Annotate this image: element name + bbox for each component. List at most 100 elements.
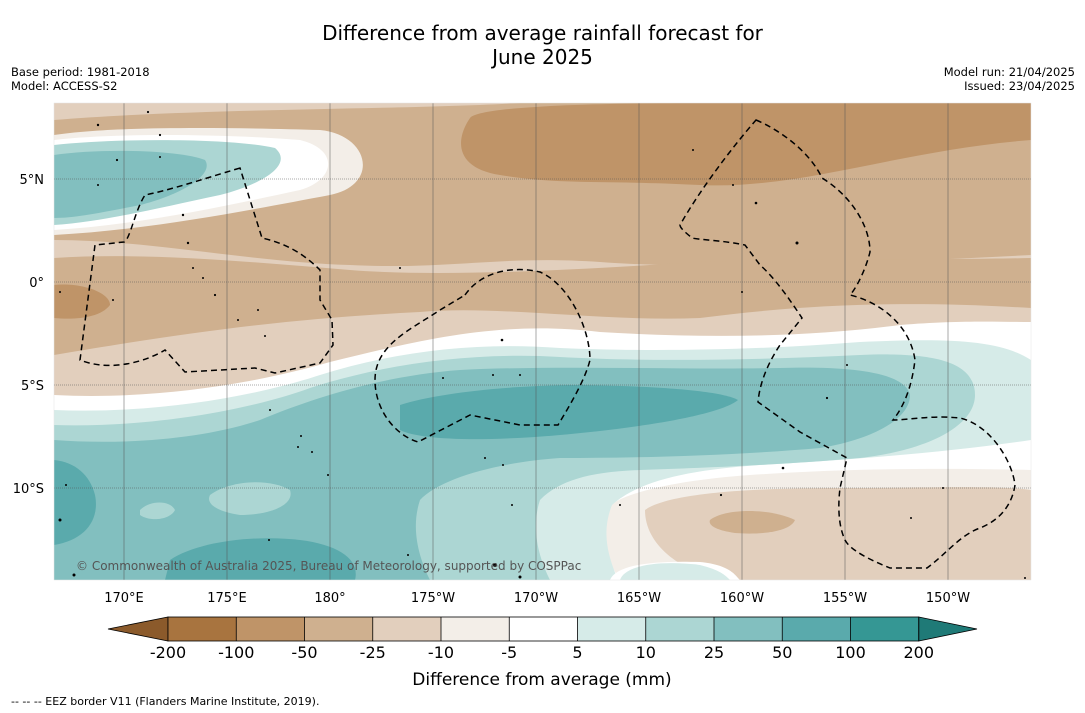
colorbar-tick: 5 (572, 643, 582, 662)
colorbar-dividers (235, 617, 851, 641)
island (115, 158, 119, 162)
island (72, 573, 76, 577)
colorbar-bin (304, 617, 373, 641)
colorbar-bin (168, 617, 237, 641)
island (264, 335, 266, 337)
island (97, 184, 99, 186)
strong-wet-south (54, 367, 910, 580)
island (65, 484, 67, 486)
colorbar-tick: -5 (501, 643, 517, 662)
eez-border-central (374, 268, 591, 443)
colorbar-tick: 200 (903, 643, 934, 662)
eez-legend-note: -- -- -- EEZ border V11 (Flanders Marine… (11, 695, 320, 708)
lon-label-165w: 165°W (617, 591, 661, 606)
island (146, 110, 150, 114)
title-line-2: June 2025 (492, 45, 593, 69)
very-strong-wet-south-west (54, 460, 96, 545)
island (237, 319, 239, 321)
island (484, 457, 486, 459)
island (311, 451, 313, 453)
island (846, 364, 848, 366)
island (58, 518, 62, 522)
island (159, 156, 161, 158)
colorbar-frame (167, 616, 920, 642)
island (493, 563, 497, 567)
colorbar-tick: -100 (218, 643, 254, 662)
copyright-text: © Commonwealth of Australia 2025, Bureau… (76, 559, 581, 573)
colorbar-extend-low (107, 616, 169, 642)
moderate-dry-south-east (709, 511, 795, 534)
lon-label-150w: 150°W (926, 591, 970, 606)
island (518, 575, 522, 579)
island (502, 464, 504, 466)
lon-label-170e: 170°E (104, 591, 144, 606)
colorbar-bin (509, 617, 578, 641)
lon-label-175w: 175°W (411, 591, 455, 606)
model-text: Model: ACCESS-S2 (11, 79, 118, 93)
island (257, 309, 259, 311)
base-period-text: Base period: 1981-2018 (11, 65, 150, 79)
very-strong-wet-core (400, 385, 738, 440)
lat-label-10s: 10°S (13, 482, 44, 497)
island (442, 377, 444, 379)
title-line-1: Difference from average rainfall forecas… (322, 21, 763, 45)
island (692, 149, 694, 151)
moderate-wet-pocket-1 (209, 482, 291, 515)
island (300, 435, 302, 437)
lat-label-0: 0° (29, 276, 44, 291)
map-frame (53, 102, 1032, 581)
island (1024, 577, 1026, 579)
model-run-text: Model run: 21/04/2025 (943, 65, 1075, 79)
island (519, 374, 521, 376)
island (492, 374, 494, 376)
colorbar-tick: 50 (772, 643, 792, 662)
lon-label-160w: 160°W (720, 591, 764, 606)
strong-dry-north-east (461, 103, 1031, 186)
strong-dry-west (54, 284, 110, 319)
map-title: Difference from average rainfall forecas… (0, 21, 1085, 69)
colorbar: -200 -100 -50 -25 -10 -5 5 10 25 50 100 … (107, 616, 978, 690)
colorbar-tick: -200 (150, 643, 186, 662)
island (181, 213, 185, 217)
dry-south-east (645, 487, 1031, 580)
colorbar-bin (850, 617, 919, 641)
island (732, 184, 734, 186)
lon-label-170w: 170°W (514, 591, 558, 606)
island (59, 291, 61, 293)
eez-borders (79, 119, 1016, 569)
island (511, 504, 513, 506)
island (910, 517, 912, 519)
colorbar-tick: 10 (636, 643, 656, 662)
colorbar-tick: -50 (291, 643, 317, 662)
strong-wet-north-west (54, 150, 207, 218)
island (500, 338, 504, 342)
latitude-labels: 5°N 0° 5°S 10°S (13, 173, 44, 497)
island (825, 396, 829, 400)
run-info-right: Model run: 21/04/2025 Issued: 23/04/2025 (944, 65, 1075, 93)
colorbar-bin (441, 617, 510, 641)
island (269, 409, 271, 411)
island (619, 504, 621, 506)
island (407, 554, 409, 556)
very-strong-wet-south (165, 538, 356, 580)
island (399, 267, 401, 269)
island (112, 299, 114, 301)
eez-border-east (679, 119, 1016, 569)
island (795, 241, 799, 245)
lon-label-175e: 175°E (207, 591, 247, 606)
island (781, 466, 785, 470)
issued-text: Issued: 23/04/2025 (964, 79, 1075, 93)
island (719, 493, 723, 497)
lon-label-155w: 155°W (823, 591, 867, 606)
island (268, 539, 270, 541)
colorbar-tick: -10 (428, 643, 454, 662)
colorbar-bin (782, 617, 851, 641)
lat-label-5n: 5°N (20, 173, 45, 188)
run-info-left: Base period: 1981-2018 Model: ACCESS-S2 (11, 65, 150, 93)
colorbar-tick: 100 (835, 643, 866, 662)
colorbar-extend-high (918, 616, 978, 642)
colorbar-bin (714, 617, 783, 641)
lat-label-5s: 5°S (21, 379, 44, 394)
mid-dry-equator-band (54, 256, 1031, 355)
longitude-labels: 170°E 175°E 180° 175°W 170°W 165°W 160°W… (104, 591, 970, 606)
